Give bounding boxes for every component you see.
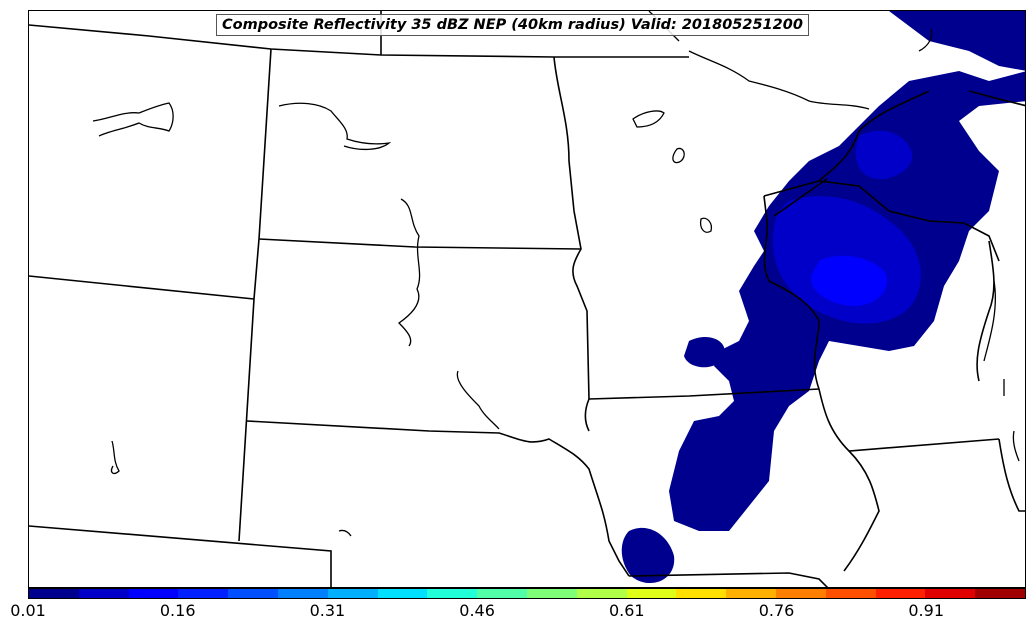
colorbar-segment: [975, 589, 1025, 598]
probability-fill-high: [810, 255, 888, 306]
map-canvas: [29, 11, 1025, 587]
colorbar-tick-label: 0.46: [459, 601, 495, 620]
colorbar: [28, 588, 1026, 599]
colorbar-segment: [477, 589, 527, 598]
map-title: Composite Reflectivity 35 dBZ NEP (40km …: [216, 14, 809, 36]
colorbar-segment: [377, 589, 428, 598]
colorbar-tick-label: 0.01: [10, 601, 46, 620]
colorbar-segment: [726, 589, 776, 598]
colorbar-segment: [875, 589, 926, 598]
colorbar-segment: [277, 589, 328, 598]
colorbar-segment: [925, 589, 976, 598]
colorbar-segment: [775, 589, 826, 598]
colorbar-segment: [228, 589, 278, 598]
colorbar-segment: [676, 589, 727, 598]
colorbar-segment: [825, 589, 876, 598]
colorbar-segment: [626, 589, 677, 598]
colorbar-segment: [128, 589, 179, 598]
colorbar-segment: [178, 589, 229, 598]
colorbar-tick-label: 0.91: [908, 601, 944, 620]
colorbar-segment: [526, 589, 577, 598]
colorbar-segment: [78, 589, 129, 598]
colorbar-tick-label: 0.61: [608, 601, 645, 620]
colorbar-tick-label: 0.31: [309, 601, 346, 620]
colorbar-segment: [427, 589, 478, 598]
colorbar-tick-label: 0.16: [159, 601, 196, 620]
colorbar-segment: [29, 589, 79, 598]
colorbar-segment: [327, 589, 378, 598]
colorbar-tick-label: 0.76: [758, 601, 795, 620]
map-panel: [28, 10, 1026, 588]
colorbar-segment: [576, 589, 627, 598]
state-boundaries: [29, 11, 1025, 587]
